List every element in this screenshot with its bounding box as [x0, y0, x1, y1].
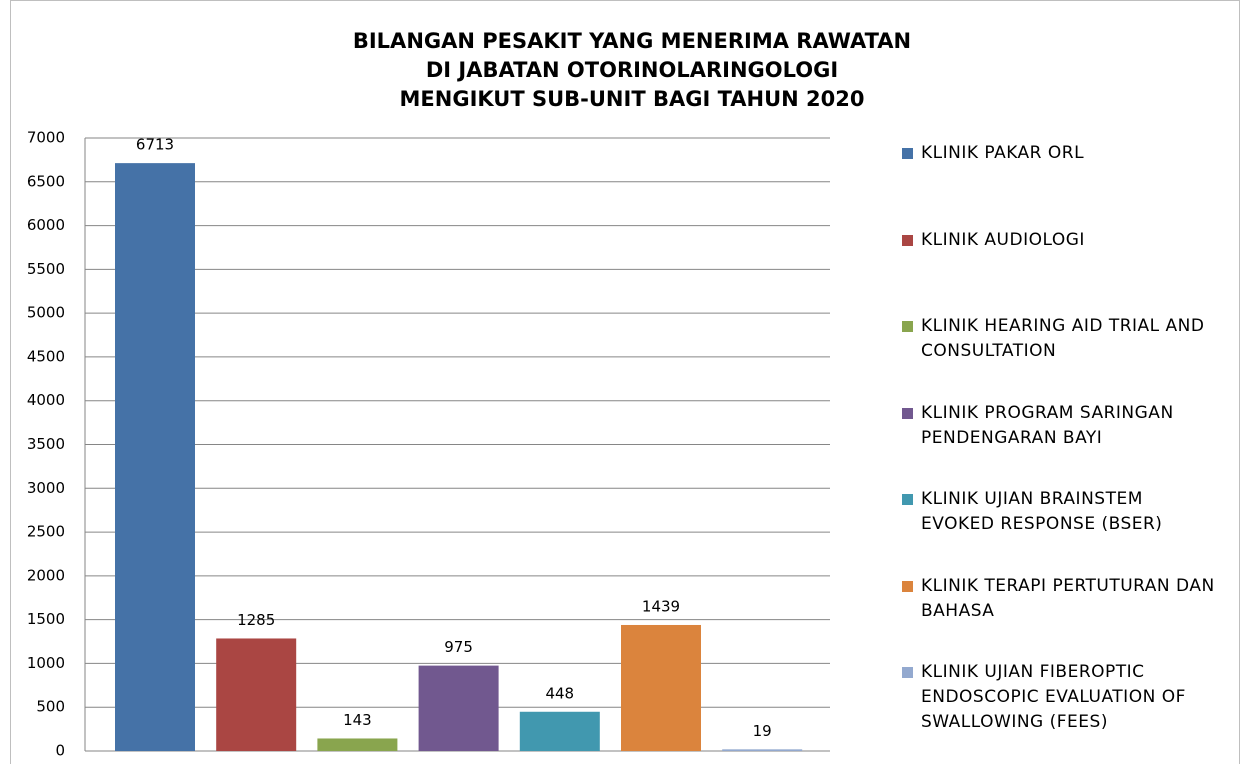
y-tick-label: 5500 — [27, 260, 65, 278]
y-tick-label: 0 — [55, 742, 65, 760]
chart-border — [10, 0, 1240, 764]
data-label: 19 — [753, 722, 772, 740]
legend-swatch — [902, 580, 913, 592]
y-tick-label: 6000 — [27, 216, 65, 234]
y-tick-label: 500 — [36, 698, 65, 716]
data-label: 975 — [444, 638, 473, 656]
bar — [519, 711, 600, 751]
data-label: 448 — [545, 684, 574, 702]
y-tick-label: 4000 — [27, 391, 65, 409]
legend-swatch — [902, 321, 913, 332]
y-tick-label: 4500 — [27, 347, 65, 365]
legend-entry: KLINIK PAKAR ORL — [902, 141, 1221, 166]
legend-entry: KLINIK HEARING AID TRIAL AND CONSULTATIO… — [902, 314, 1221, 364]
legend-label: KLINIK PAKAR ORL — [921, 143, 1085, 163]
legend-swatch — [902, 407, 913, 419]
legend-swatch — [902, 667, 913, 678]
y-tick-label: 2500 — [27, 523, 65, 541]
legend-entry: KLINIK UJIAN BRAINSTEM EVOKED RESPONSE (… — [902, 487, 1221, 537]
chart-title: BILANGAN PESAKIT YANG MENERIMA RAWATAN — [353, 29, 911, 53]
y-tick-label: 3500 — [27, 435, 65, 453]
y-tick-label: 2000 — [27, 566, 65, 584]
legend-label: KLINIK UJIAN BRAINSTEM EVOKED RESPONSE (… — [921, 489, 1163, 534]
y-tick-label: 5000 — [27, 304, 65, 322]
data-label: 6713 — [136, 136, 174, 154]
legend-label: KLINIK TERAPI PERTUTURAN DAN BAHASA — [921, 575, 1215, 621]
legend-label: KLINIK UJIAN FIBEROPTIC ENDOSCOPIC EVALU… — [921, 662, 1186, 732]
bar — [216, 638, 297, 751]
legend-label: KLINIK AUDIOLOGI — [921, 229, 1085, 250]
y-tick-label: 3000 — [27, 479, 65, 497]
data-label: 143 — [343, 711, 372, 729]
legend-label: KLINIK PROGRAM SARINGAN PENDENGARAN BAYI — [921, 402, 1174, 448]
bar — [722, 749, 803, 751]
legend-entry: KLINIK PROGRAM SARINGAN PENDENGARAN BAYI — [902, 401, 1221, 451]
bar — [317, 738, 398, 751]
bar — [621, 624, 701, 751]
legend-swatch — [902, 234, 913, 246]
legend-entry: KLINIK TERAPI PERTUTURAN DAN BAHASA — [902, 574, 1221, 624]
data-label: 1285 — [237, 611, 275, 629]
data-label: 1439 — [642, 597, 680, 615]
legend-label: KLINIK HEARING AID TRIAL AND CONSULTATIO… — [921, 316, 1205, 361]
y-tick-label: 1000 — [27, 654, 65, 672]
bar — [418, 665, 499, 751]
chart-title: MENGIKUT SUB-UNIT BAGI TAHUN 2020 — [400, 87, 865, 111]
bar — [115, 163, 195, 751]
legend-entry: KLINIK AUDIOLOGI — [902, 228, 1221, 253]
legend-swatch — [902, 494, 913, 505]
y-tick-label: 6500 — [27, 172, 65, 190]
chart-title: DI JABATAN OTORINOLARINGOLOGI — [426, 58, 838, 82]
legend-swatch — [902, 148, 913, 159]
y-tick-label: 1500 — [27, 610, 65, 628]
legend-entry: KLINIK UJIAN FIBEROPTIC ENDOSCOPIC EVALU… — [902, 660, 1221, 735]
y-tick-label: 7000 — [27, 129, 65, 147]
